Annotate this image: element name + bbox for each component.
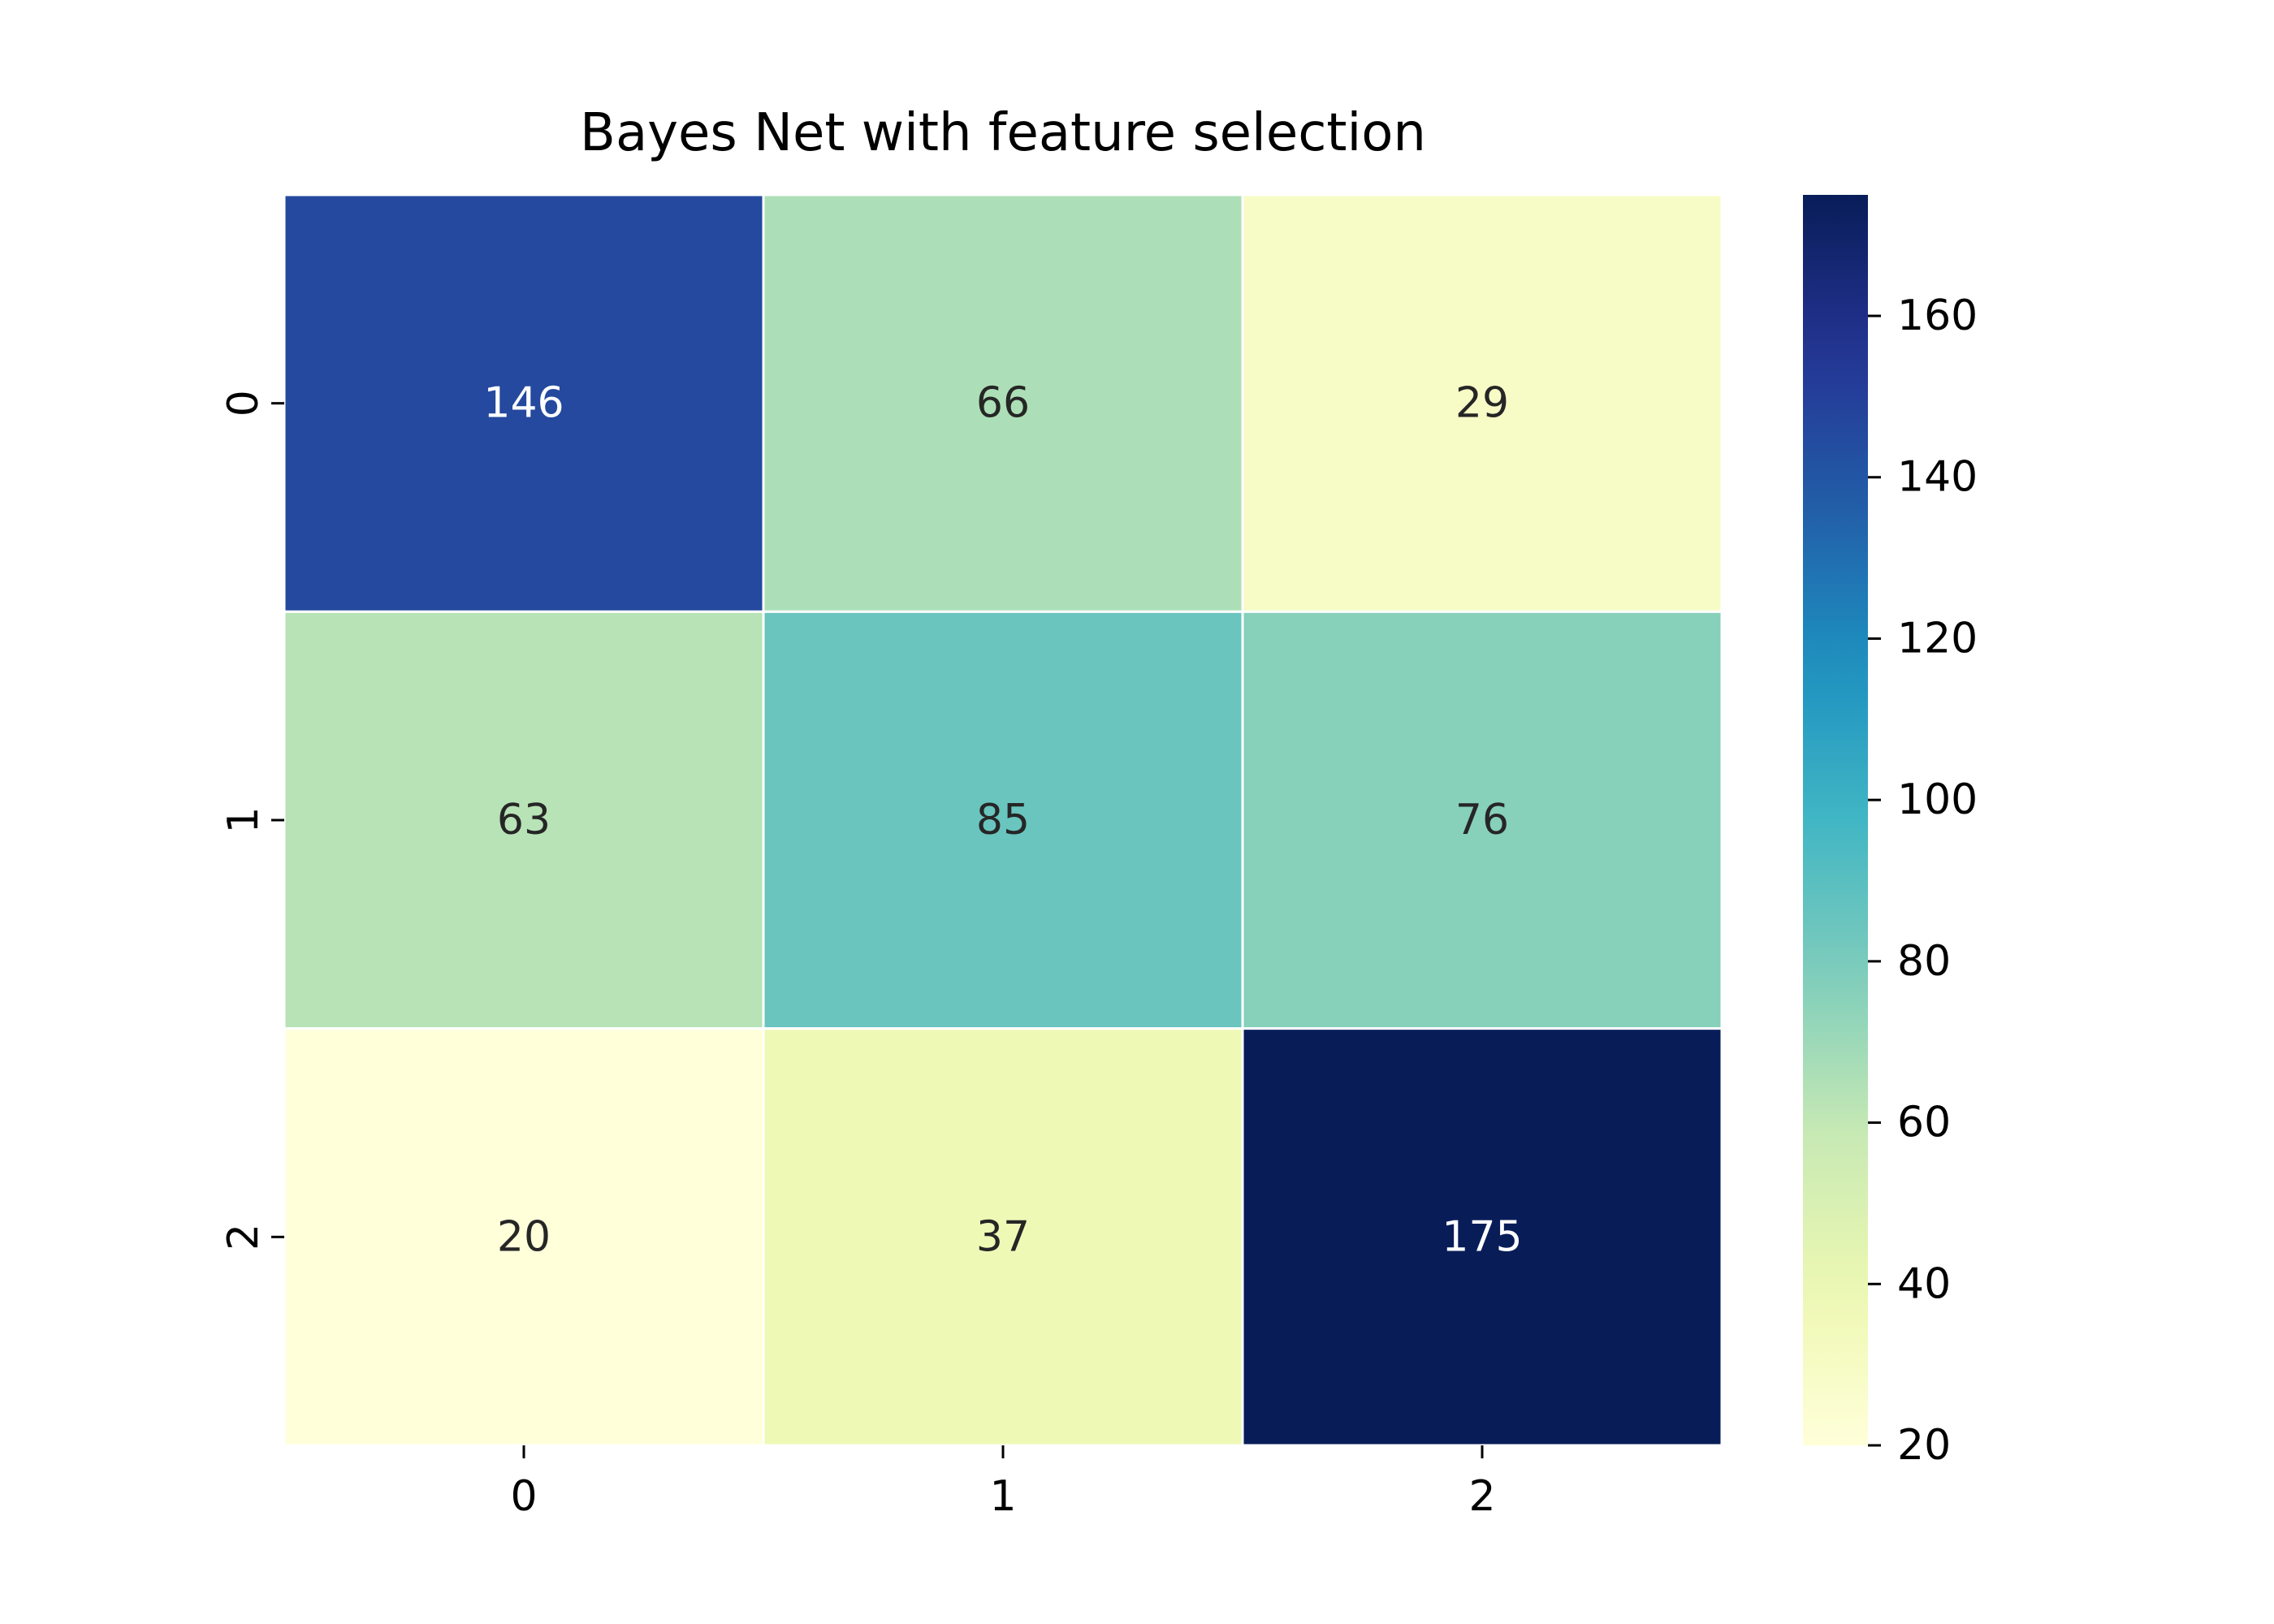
cell-value-label: 175: [1442, 1212, 1522, 1261]
colorbar-gradient: [1803, 195, 1868, 1445]
chart-title: Bayes Net with feature selection: [580, 103, 1426, 163]
heatmap-cell: [283, 610, 765, 1030]
y-tick-label: 1: [219, 806, 268, 833]
colorbar-tick-label: 100: [1897, 775, 1978, 824]
colorbar-tick-label: 120: [1897, 614, 1978, 663]
heatmap-cell: [762, 610, 1244, 1030]
heatmap-cell: [1241, 610, 1723, 1030]
cell-value-label: 146: [483, 379, 564, 428]
x-tick-label: 1: [989, 1472, 1016, 1521]
heatmap-cell: [762, 1027, 1244, 1447]
colorbar-tick-label: 80: [1897, 937, 1951, 986]
x-tick-label: 2: [1468, 1472, 1495, 1521]
x-tick-label: 0: [510, 1472, 537, 1521]
cell-value-label: 29: [1455, 379, 1509, 428]
heatmap-cell: [762, 193, 1244, 613]
heatmap-cell: [283, 1027, 765, 1447]
colorbar-tick-label: 20: [1897, 1421, 1951, 1470]
cell-value-label: 76: [1455, 796, 1509, 844]
colorbar-tick-label: 140: [1897, 453, 1978, 502]
cell-value-label: 37: [976, 1212, 1030, 1261]
x-axis: 0 1 2: [510, 1445, 1496, 1521]
colorbar-tick-label: 160: [1897, 292, 1978, 340]
heatmap-cells: 146 66 29 63 85 76 20 37 175: [283, 193, 1723, 1447]
y-tick-label: 0: [219, 390, 268, 417]
y-tick-label: 2: [219, 1224, 268, 1250]
cell-value-label: 20: [497, 1212, 551, 1261]
cell-value-label: 63: [497, 796, 551, 844]
heatmap-cell: [1241, 193, 1723, 613]
colorbar-tick-label: 40: [1897, 1259, 1951, 1308]
heatmap-cell: [283, 193, 765, 613]
y-axis: 0 1 2: [219, 390, 284, 1250]
colorbar-tick-label: 60: [1897, 1099, 1951, 1147]
colorbar: 20 40 60 80 100 120 140 160: [1803, 195, 1978, 1470]
cell-value-label: 85: [976, 796, 1030, 844]
cell-value-label: 66: [976, 379, 1030, 428]
